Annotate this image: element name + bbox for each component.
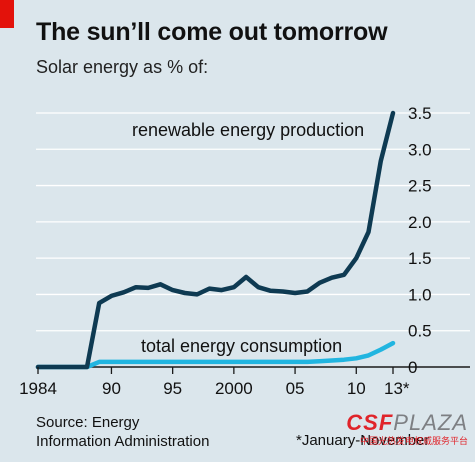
gridlines xyxy=(36,112,470,368)
y-tick-label: 3.5 xyxy=(408,104,432,123)
x-tick-label: 90 xyxy=(102,379,121,398)
watermark-logo: CSFPLAZA 中国光热发电权威服务平台 xyxy=(318,410,468,447)
y-tick-label: 1.0 xyxy=(408,285,432,304)
series-lines xyxy=(35,110,396,370)
x-tick-labels: 1984 90 95 2000 05 10 13* xyxy=(19,367,410,398)
watermark-logo-text: CSFPLAZA xyxy=(318,410,468,436)
watermark-subtext: 中国光热发电权威服务平台 xyxy=(359,436,468,446)
y-tick-labels: 0 0.5 1.0 1.5 2.0 2.5 3.0 3.5 xyxy=(408,104,432,377)
x-tick-label: 10 xyxy=(347,379,366,398)
chart-subtitle: Solar energy as % of: xyxy=(36,57,209,77)
x-tick-label: 13* xyxy=(384,379,410,398)
y-tick-label: 3.0 xyxy=(408,140,432,159)
series-label-renewable: renewable energy production xyxy=(132,120,364,140)
footnote: *January-November xyxy=(296,432,430,449)
y-tick-label: 0 xyxy=(408,358,417,377)
x-tick-label: 95 xyxy=(163,379,182,398)
source-line-2: Information Administration xyxy=(36,433,210,450)
source-line-1: Source: Energy xyxy=(36,414,140,431)
series-line-consumption xyxy=(35,340,396,370)
series-labels: renewable energy production total energy … xyxy=(132,120,364,356)
x-tick-label: 1984 xyxy=(19,379,57,398)
chart-title: The sun’ll come out tomorrow xyxy=(36,18,388,46)
source-note: Source: Energy Information Administratio… xyxy=(36,413,209,451)
accent-tab xyxy=(0,0,14,28)
x-tick-label: 2000 xyxy=(215,379,253,398)
watermark-logo-second: PLAZA xyxy=(393,410,468,435)
series-label-consumption: total energy consumption xyxy=(141,336,342,356)
y-tick-label: 2.0 xyxy=(408,213,432,232)
watermark-logo-main: CSF xyxy=(346,410,394,435)
y-tick-label: 0.5 xyxy=(408,322,432,341)
y-tick-label: 2.5 xyxy=(408,177,432,196)
series-line-renewable xyxy=(35,110,396,370)
y-tick-label: 1.5 xyxy=(408,249,432,268)
x-tick-label: 05 xyxy=(286,379,305,398)
